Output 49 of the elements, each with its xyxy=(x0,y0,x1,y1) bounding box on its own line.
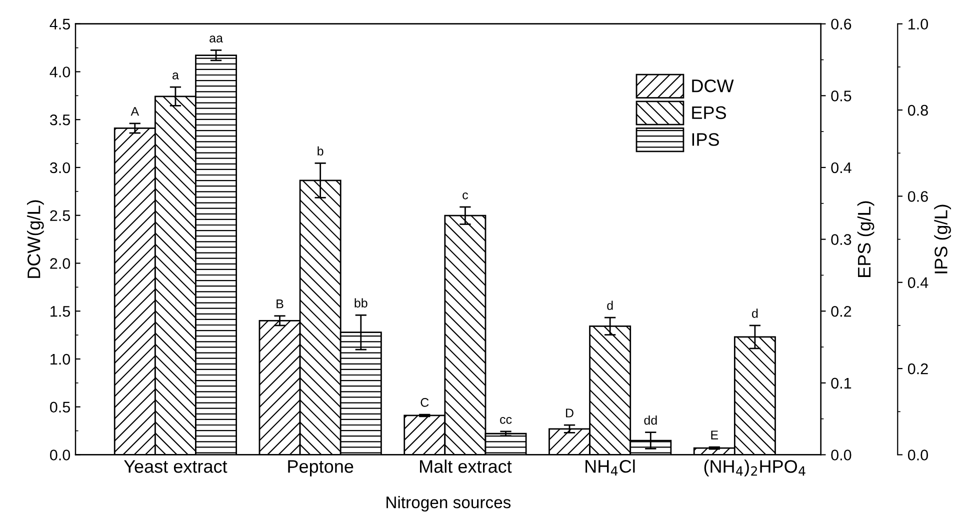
data-label: E xyxy=(711,430,718,440)
data-label: A xyxy=(130,107,140,116)
x-tick-label: Yeast extract xyxy=(124,460,228,473)
y2-tick-label: 0.4 xyxy=(831,162,852,174)
y-axis-title: DCW(g/L) xyxy=(27,200,44,278)
y3-tick-label: 0.4 xyxy=(908,277,928,288)
y3-axis-title: IPS (g/L) xyxy=(934,204,951,274)
x-tick-label: (NH$_{4}$)$_{2}$HPO$_{4}$ xyxy=(704,460,806,476)
y2-tick-label: 0.5 xyxy=(831,90,852,102)
data-label: c xyxy=(462,192,468,200)
y-tick-label: 0.0 xyxy=(50,450,70,460)
y2-axis-title: EPS (g/L) xyxy=(857,201,874,277)
data-label: C xyxy=(420,398,429,407)
data-label: dd xyxy=(644,416,657,425)
y-tick-label: 0.5 xyxy=(50,402,70,413)
x-tick-label: Peptone xyxy=(288,460,354,476)
legend-label: IPS xyxy=(692,133,719,146)
y3-tick-label: 1.0 xyxy=(908,18,928,30)
data-label: d xyxy=(752,308,758,318)
y2-tick-label: 0.2 xyxy=(831,306,852,317)
legend-label: EPS xyxy=(692,106,726,120)
data-label: D xyxy=(566,408,574,418)
x-tick-label: NH$_{4}$Cl xyxy=(586,460,635,476)
y2-tick-label: 0.0 xyxy=(831,450,852,460)
y2-tick-label: 0.3 xyxy=(831,234,852,245)
y2-tick-label: 0.6 xyxy=(831,18,852,30)
data-label: b xyxy=(318,146,324,156)
data-label: B xyxy=(276,300,284,308)
x-axis-title: Nitrogen sources xyxy=(386,496,511,512)
x-tick-label: Malt extract xyxy=(420,460,512,473)
data-label: bb xyxy=(354,298,368,308)
y-tick-label: 1.5 xyxy=(50,306,70,317)
legend-label: DCW xyxy=(692,79,734,92)
y-tick-label: 2.0 xyxy=(50,258,70,269)
y-tick-label: 4.5 xyxy=(50,18,70,30)
y-tick-label: 3.5 xyxy=(50,114,70,126)
y2-tick-label: 0.1 xyxy=(831,378,852,389)
data-label: d xyxy=(607,300,613,310)
data-label: a xyxy=(172,72,179,80)
y3-tick-label: 0.2 xyxy=(908,363,928,374)
y3-tick-label: 0.6 xyxy=(908,191,928,202)
y-tick-label: 2.5 xyxy=(50,210,70,222)
y3-tick-label: 0.0 xyxy=(908,450,928,460)
y-tick-label: 4.0 xyxy=(50,66,70,78)
y3-tick-label: 0.8 xyxy=(908,104,928,116)
data-label: cc xyxy=(500,416,512,424)
data-label: aa xyxy=(210,36,223,42)
y-tick-label: 3.0 xyxy=(50,162,70,174)
y-tick-label: 1.0 xyxy=(50,354,70,365)
